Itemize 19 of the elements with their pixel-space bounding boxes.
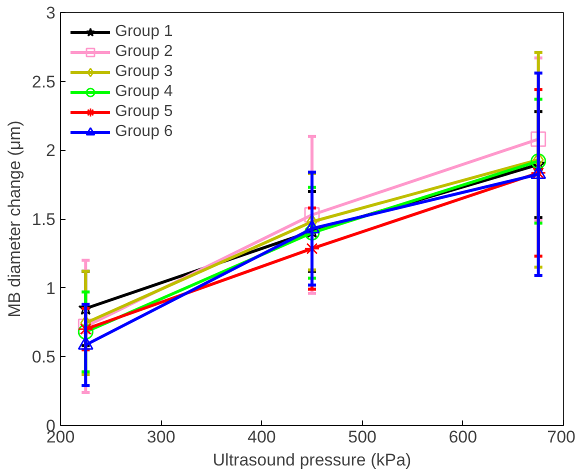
x-axis-title: Ultrasound pressure (kPa): [212, 450, 412, 470]
y-tick-label: 2.5: [32, 72, 56, 92]
x-tick-label: 700: [547, 428, 575, 446]
legend-label: Group 6: [115, 123, 173, 141]
y-tick-label: 2: [46, 141, 56, 160]
legend-label: Group 1: [115, 23, 173, 41]
legend-label: Group 2: [115, 43, 173, 61]
x-tick-label: 400: [248, 428, 276, 446]
y-tick-label: 1: [46, 278, 56, 298]
legend-label: Group 5: [115, 103, 173, 121]
legend-label: Group 4: [115, 83, 173, 101]
y-tick-label: 0.5: [32, 348, 56, 367]
legend-label: Group 3: [115, 63, 173, 81]
y-tick-label: 3: [46, 4, 56, 22]
y-axis-title: MB diameter change (μm): [4, 120, 24, 318]
y-tick-label: 1.5: [32, 210, 56, 229]
x-tick-label: 500: [348, 428, 376, 446]
x-tick-label: 300: [146, 428, 176, 446]
x-tick-label: 600: [448, 428, 478, 446]
